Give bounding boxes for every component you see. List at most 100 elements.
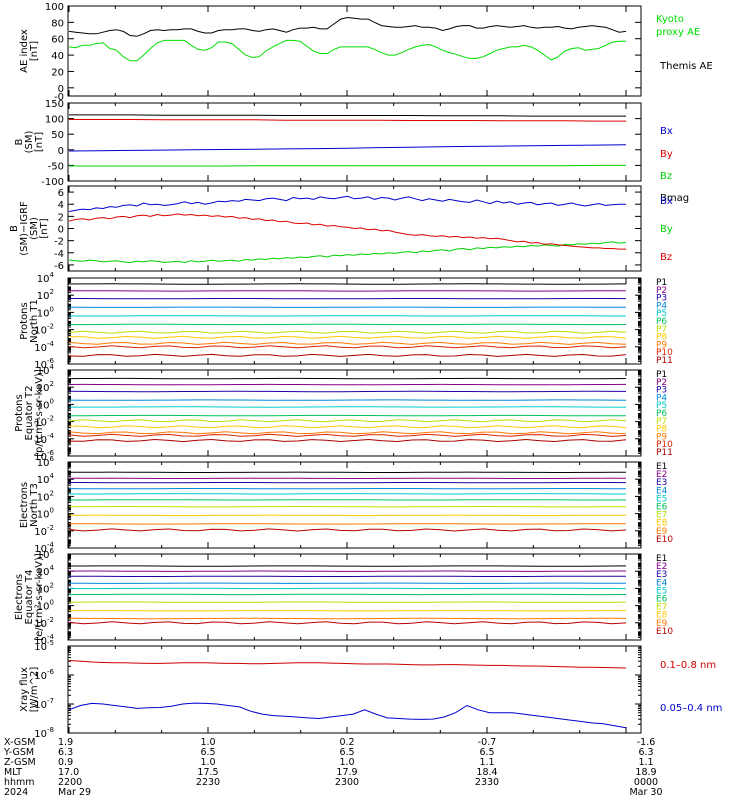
series-line-P7 [68, 419, 627, 423]
y-tick-label-base: 10 [37, 475, 50, 486]
y-tick-label: 104 [37, 472, 55, 486]
orbit-value: 2200 [58, 777, 82, 788]
y-axis-label-line: Electrons [14, 574, 25, 620]
y-tick-label-base: 10 [34, 360, 47, 371]
legend-entry: E9 [656, 527, 668, 537]
y-tick-label-exponent: 2 [50, 581, 54, 589]
orbit-value: 1.0 [200, 737, 215, 748]
plot-frame [67, 102, 642, 182]
y-tick-label: 10-2 [34, 323, 54, 337]
series-line-P9 [68, 341, 627, 345]
y-tick-label: 10-4 [34, 633, 54, 647]
y-tick-label: -50 [48, 161, 64, 172]
legend-entry-line: Kyoto [656, 14, 684, 25]
y-tick-label: 2 [58, 212, 64, 223]
legend-entry: E3 [656, 478, 667, 488]
y-tick-label: 20 [51, 67, 64, 78]
orbit-value: 6.3 [638, 747, 653, 758]
plot-frame [67, 369, 642, 457]
y-tick-label-exponent: 4 [50, 472, 55, 480]
orbit-row-label: hhmm [4, 777, 35, 788]
y-tick-label-exponent: -7 [47, 697, 54, 705]
y-axis-label-line: [nT] [39, 218, 50, 238]
y-axis-label-line: Protons [14, 394, 25, 431]
y-tick-label: 102 [37, 489, 54, 503]
orbit-table: X-GSMY-GSMZ-GSMMLThhmm20241.96.30.917.02… [3, 737, 663, 798]
orbit-value: 18.9 [635, 767, 656, 778]
y-tick-label-base: 10 [37, 308, 50, 319]
y-tick-label-exponent: 4 [50, 564, 55, 572]
series-line-Bz [68, 213, 626, 250]
orbit-row-label: 2024 [4, 787, 28, 798]
legend-entry: Bz [660, 171, 672, 182]
y-tick-label: -2 [54, 237, 64, 248]
legend-entry: P3 [656, 294, 667, 304]
y-axis-label-line: (SM) [24, 131, 35, 154]
y-tick-label-exponent: -5 [47, 639, 54, 647]
y-tick-label: 10-7 [34, 697, 54, 711]
series-line-P10 [68, 433, 627, 437]
y-tick-label-exponent: -2 [47, 616, 54, 624]
y-axis-label-line: Equator T2 [24, 386, 35, 441]
y-axis-label: ElectronsNorth T3 [19, 482, 40, 528]
y-tick-label-base: 10 [37, 366, 50, 377]
y-tick-label-exponent: 0 [50, 599, 54, 607]
y-axis-label: AE index[nT] [19, 29, 40, 73]
y-tick-label: -6 [54, 261, 64, 272]
y-tick-label-base: 10 [37, 274, 50, 285]
y-tick-label: 0 [58, 146, 64, 157]
legend-entry: P8 [656, 425, 667, 435]
y-tick-label: 106 [37, 455, 55, 469]
y-tick-label-base: 10 [37, 584, 50, 595]
y-tick-label-exponent: 2 [50, 489, 54, 497]
legend-entry: P1 [656, 278, 667, 288]
orbit-value: Mar 30 [629, 787, 662, 798]
y-tick-label: 106 [37, 547, 55, 561]
legend-entry: By [660, 149, 673, 160]
y-axis-label-line: Equator T4 [24, 570, 35, 625]
legend-entry: P7 [656, 417, 667, 427]
orbit-value: 17.9 [336, 767, 357, 778]
y-tick-label: 0 [58, 225, 64, 236]
orbit-value: 6.5 [339, 747, 354, 758]
y-tick-label: -4 [54, 249, 64, 260]
y-tick-label-base: 10 [34, 452, 47, 463]
series-line-0.1–0.8 nm [68, 660, 627, 669]
y-tick-label-exponent: 0 [50, 507, 54, 515]
orbit-value: 2230 [196, 777, 220, 788]
y-tick-label: 102 [37, 380, 54, 394]
y-axis-label: B(SM)−IGRF(SM)[nT] [9, 201, 50, 256]
y-tick-label-exponent: 4 [50, 271, 55, 279]
legend-entry: E2 [656, 562, 667, 572]
legend-entry: E8 [656, 611, 668, 621]
y-axis-label-line: AE index [19, 29, 30, 73]
y-tick-label-base: 10 [34, 544, 47, 555]
y-axis-label-line: [W/m^2] [29, 667, 40, 713]
orbit-value: 1.1 [479, 757, 494, 768]
y-tick-label-base: 10 [34, 326, 47, 337]
y-axis-label-line: Electrons [19, 482, 30, 528]
orbit-value: 2300 [335, 777, 359, 788]
legend-entry: E9 [656, 619, 668, 629]
orbit-value: 6.3 [58, 747, 73, 758]
legend-entry: P2 [656, 286, 667, 296]
legend-entry: P9 [656, 340, 667, 350]
legend-entry: P11 [656, 356, 673, 366]
legend-entry: P5 [656, 401, 667, 411]
orbit-value: 1.0 [200, 757, 215, 768]
y-tick-label-exponent: -8 [47, 726, 54, 734]
y-tick-label: -0 [54, 92, 64, 103]
legend-entry: E7 [656, 511, 667, 521]
y-tick-label-exponent: 2 [50, 380, 54, 388]
orbit-value: 18.4 [476, 767, 497, 778]
y-axis-label: ElectronsEquator T4[e/(cm²-s-sr-keV)] [14, 553, 45, 641]
y-tick-label: 10-2 [34, 415, 54, 429]
y-tick-label: 100 [45, 115, 64, 126]
legend-entry: P4 [656, 301, 667, 311]
chart-panel-3: -6-4-20 246 B(SM)−IGRF(SM)[nT] Bx By Bz [9, 185, 673, 272]
y-tick-label-exponent: -2 [47, 524, 54, 532]
